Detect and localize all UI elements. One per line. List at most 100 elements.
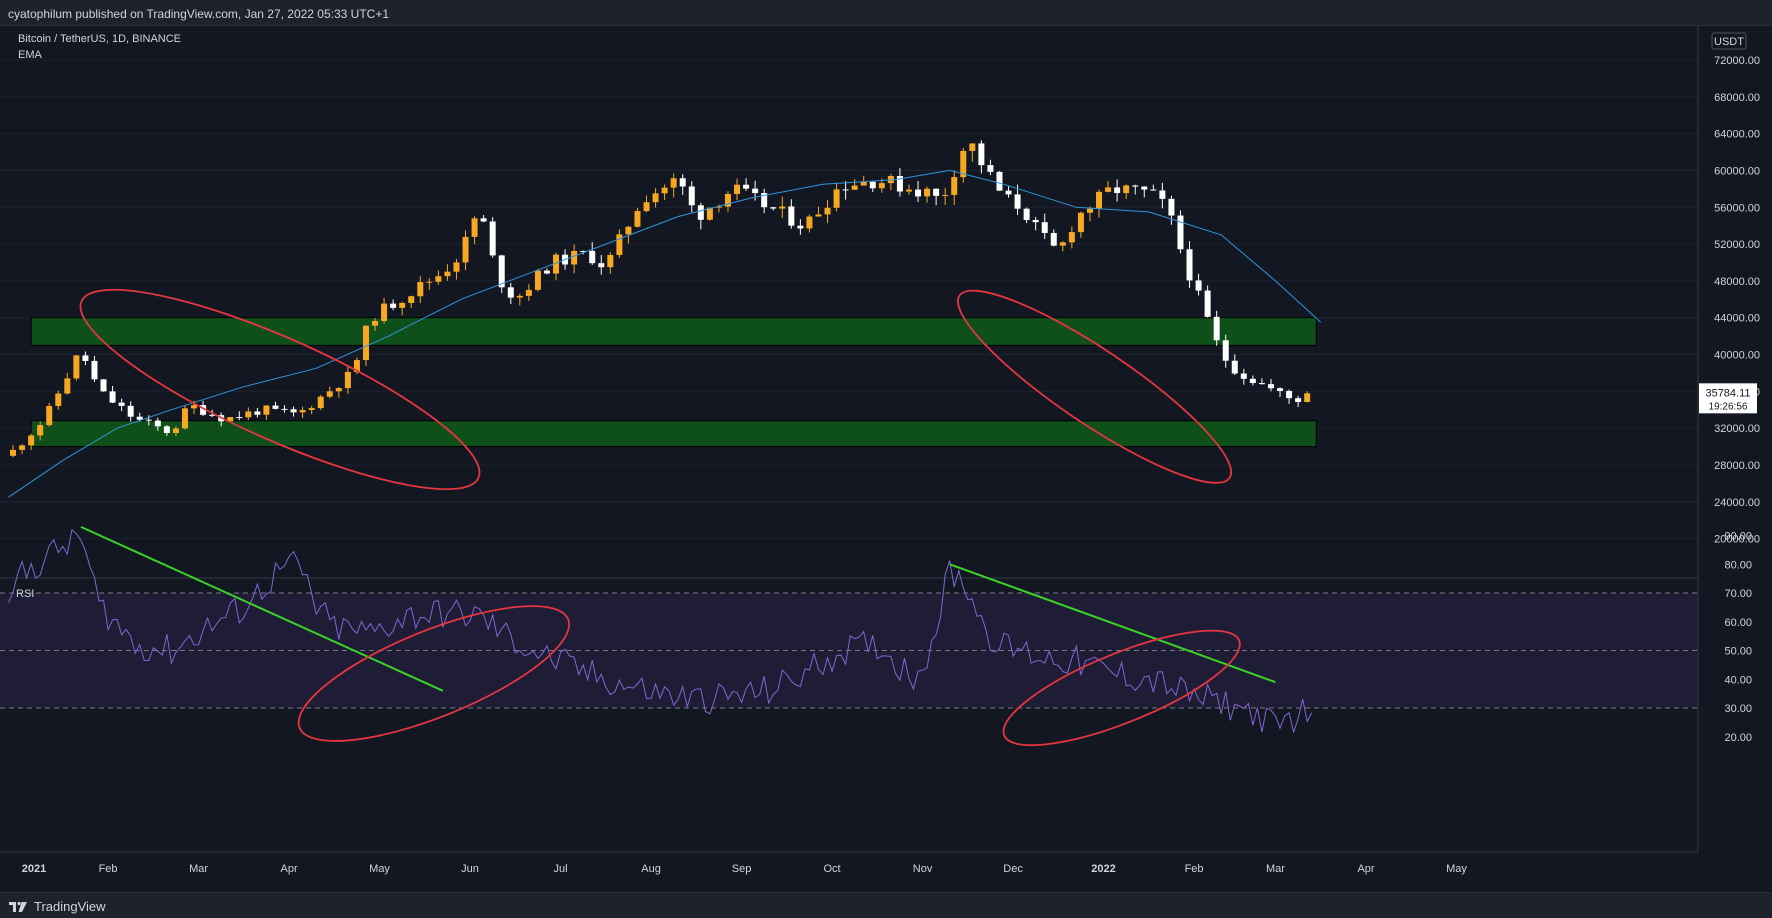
- candle-111: [1014, 184, 1021, 215]
- candle-body-71: [652, 193, 659, 203]
- candle-67: [616, 229, 623, 258]
- candle-body-142: [1295, 398, 1302, 402]
- candle-72: [661, 184, 668, 201]
- candle-body-86: [788, 206, 795, 226]
- rsi-tick-3: 50.00: [1724, 646, 1752, 658]
- candle-body-47: [435, 276, 442, 282]
- candles[interactable]: [10, 140, 1311, 458]
- candle-9: [91, 356, 98, 382]
- main-grid: [0, 59, 1698, 540]
- candle-60: [553, 252, 560, 281]
- time-tick-2: Mar: [189, 863, 208, 875]
- candle-body-80: [734, 184, 741, 194]
- currency-label[interactable]: USDT: [1711, 32, 1747, 50]
- candle-109: [996, 171, 1003, 191]
- candle-42: [390, 299, 397, 311]
- candle-body-121: [1105, 187, 1112, 192]
- candle-body-122: [1114, 187, 1121, 194]
- candle-58: [534, 268, 541, 292]
- candle-120: [1096, 189, 1103, 218]
- candle-body-107: [978, 143, 985, 166]
- candle-body-70: [643, 202, 650, 212]
- ema-legend[interactable]: EMA: [18, 49, 43, 61]
- candle-body-102: [933, 188, 940, 196]
- candle-body-140: [1277, 388, 1284, 391]
- candle-17: [163, 425, 170, 436]
- price-axis[interactable]: 20000.0024000.0028000.0032000.0036000.00…: [1697, 26, 1772, 852]
- rsi-ellipse-0: [297, 605, 570, 742]
- candle-124: [1132, 184, 1139, 195]
- candle-body-108: [987, 165, 994, 172]
- candle-body-13: [127, 405, 134, 417]
- candle-body-28: [263, 405, 270, 415]
- candle-130: [1186, 241, 1193, 288]
- symbol-legend[interactable]: Bitcoin / TetherUS, 1D, BINANCE: [18, 33, 181, 45]
- candle-84: [770, 206, 777, 211]
- candle-1: [19, 444, 26, 455]
- time-tick-14: Mar: [1266, 863, 1285, 875]
- price-tick-7: 48000.00: [1714, 276, 1760, 288]
- candle-body-65: [598, 263, 605, 268]
- candle-body-89: [815, 214, 822, 217]
- candle-body-19: [181, 408, 188, 429]
- main-pane[interactable]: Bitcoin / TetherUS, 1D, BINANCE EMA: [0, 26, 1698, 578]
- candle-body-115: [1050, 233, 1057, 246]
- candle-body-2: [28, 435, 35, 446]
- candle-100: [915, 181, 922, 202]
- candle-body-90: [824, 207, 831, 215]
- candle-75: [688, 181, 695, 213]
- candle-30: [281, 405, 288, 413]
- rsi-tick-0: 20.00: [1724, 732, 1752, 744]
- candle-83: [761, 188, 768, 214]
- candle-125: [1141, 186, 1148, 198]
- candle-body-45: [417, 282, 424, 297]
- candle-body-48: [444, 271, 451, 277]
- candle-body-18: [172, 428, 179, 434]
- candle-body-126: [1150, 189, 1157, 191]
- rsi-pane[interactable]: RSI: [0, 525, 1698, 768]
- candle-136: [1240, 368, 1247, 385]
- candle-37: [344, 366, 351, 394]
- candle-143: [1304, 391, 1311, 403]
- time-tick-5: Jun: [461, 863, 479, 875]
- currency-text: USDT: [1714, 36, 1744, 48]
- candle-68: [625, 225, 632, 244]
- candle-body-32: [299, 410, 306, 413]
- rsi-legend[interactable]: RSI: [16, 588, 34, 600]
- candle-25: [236, 411, 243, 421]
- candle-35: [326, 386, 333, 399]
- candle-body-21: [200, 405, 207, 415]
- candle-body-0: [10, 449, 17, 456]
- candle-body-10: [100, 379, 107, 392]
- candle-45: [417, 276, 424, 304]
- candle-51: [471, 216, 478, 245]
- candle-6: [64, 372, 71, 395]
- rsi-trend-line-0: [80, 525, 444, 692]
- candle-138: [1258, 378, 1265, 385]
- candle-body-113: [1032, 219, 1039, 223]
- candle-body-118: [1077, 212, 1084, 233]
- candle-body-29: [272, 405, 279, 409]
- candle-8: [82, 351, 89, 366]
- candle-142: [1295, 395, 1302, 408]
- candle-29: [272, 401, 279, 410]
- candle-79: [724, 191, 731, 212]
- rsi-tick-4: 60.00: [1724, 617, 1752, 629]
- candle-98: [896, 168, 903, 197]
- candle-116: [1059, 241, 1066, 252]
- time-axis[interactable]: 2021 Feb Mar Apr May Jun Jul Aug Sep Oct Nov Dec 202…: [0, 851, 1698, 875]
- candle-body-106: [969, 143, 976, 151]
- candle-body-25: [236, 417, 243, 419]
- chart-canvas[interactable]: Bitcoin / TetherUS, 1D, BINANCE EMA RSI …: [0, 26, 1772, 892]
- time-tick-10: Nov: [913, 863, 933, 875]
- candle-body-114: [1041, 222, 1048, 234]
- main-pane-background: [0, 26, 1698, 578]
- candle-body-3: [37, 425, 44, 436]
- price-tick-8: 52000.00: [1714, 239, 1760, 251]
- candle-50: [462, 230, 469, 271]
- candle-body-99: [905, 189, 912, 192]
- candle-2: [28, 433, 35, 450]
- candle-body-83: [761, 193, 768, 208]
- tradingview-logo[interactable]: TradingView: [8, 899, 106, 914]
- support-zones: [30, 317, 1317, 448]
